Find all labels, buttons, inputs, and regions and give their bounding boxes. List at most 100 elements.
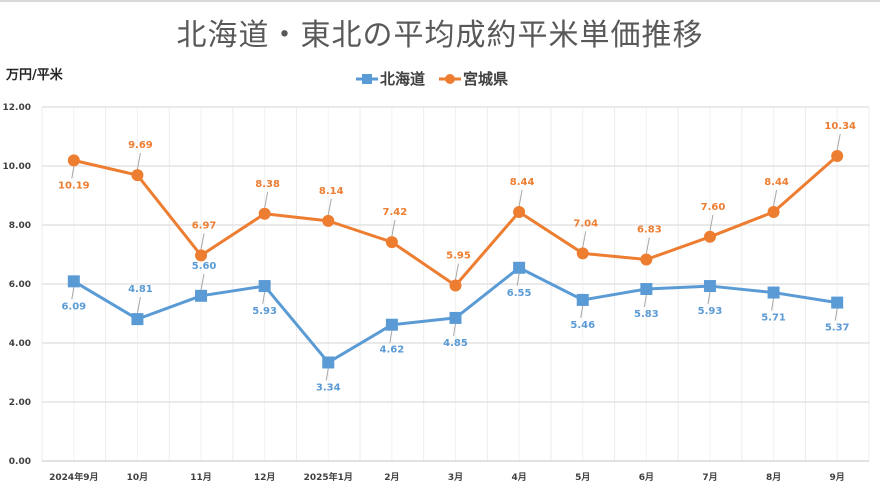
- leader-line: [580, 305, 584, 319]
- data-label: 9.69: [128, 140, 153, 151]
- data-label: 5.95: [446, 250, 471, 261]
- data-label: 8.44: [764, 177, 789, 188]
- leader-line: [136, 297, 141, 314]
- x-tick-label: 8月: [766, 472, 781, 483]
- data-point-circle: [703, 230, 716, 243]
- x-tick-label: 4月: [511, 472, 526, 483]
- x-tick-label: 2月: [384, 472, 399, 483]
- data-label: 6.83: [637, 225, 662, 236]
- leader-line: [582, 231, 587, 248]
- leader-line: [200, 273, 205, 290]
- leader-line: [71, 166, 75, 179]
- legend-item-hokkaido: 北海道: [356, 68, 425, 89]
- data-point-square: [322, 356, 335, 369]
- y-tick-label: 0.00: [9, 457, 31, 467]
- data-label: 5.83: [634, 309, 659, 320]
- data-point-circle: [449, 279, 462, 292]
- leader-line: [645, 237, 650, 254]
- data-point-circle: [385, 236, 398, 249]
- square-marker-icon: [356, 73, 378, 84]
- data-label: 6.97: [192, 220, 217, 231]
- data-label: 5.37: [825, 323, 850, 334]
- data-point-square: [67, 275, 80, 288]
- leader-line: [136, 153, 141, 170]
- y-tick-label: 2.00: [9, 398, 31, 408]
- data-point-square: [703, 280, 716, 293]
- y-tick-label: 12.00: [3, 103, 31, 113]
- leader-line: [262, 291, 266, 305]
- data-point-circle: [131, 169, 144, 182]
- y-axis-unit-label: 万円/平米: [6, 68, 63, 83]
- data-label: 4.62: [380, 345, 405, 356]
- data-label: 10.19: [58, 180, 90, 191]
- leader-line: [389, 330, 393, 343]
- data-point-circle: [767, 206, 780, 219]
- data-point-circle: [513, 206, 526, 219]
- data-label: 5.93: [252, 306, 277, 317]
- data-point-circle: [640, 253, 653, 266]
- leader-line: [834, 308, 838, 321]
- y-tick-label: 8.00: [9, 221, 31, 231]
- data-label: 7.60: [701, 202, 726, 213]
- x-tick-label: 5月: [575, 472, 590, 483]
- leader-line: [71, 287, 75, 300]
- data-label: 10.34: [824, 121, 856, 132]
- data-point-square: [513, 261, 526, 274]
- y-tick-label: 4.00: [9, 339, 31, 349]
- data-label: 8.14: [319, 186, 344, 197]
- data-point-circle: [576, 247, 589, 260]
- leader-line: [773, 189, 778, 207]
- x-tick-label: 6月: [639, 472, 654, 483]
- legend-item-miyagi: 宮城県: [439, 68, 508, 89]
- legend: 北海道 宮城県: [356, 68, 508, 89]
- y-tick-label: 6.00: [9, 280, 31, 290]
- x-tick-label: 3月: [448, 472, 463, 483]
- legend-label: 北海道: [380, 70, 426, 88]
- leader-line: [516, 273, 520, 286]
- data-point-square: [640, 283, 653, 296]
- chart-title: 北海道・東北の平均成約平米単価推移: [176, 18, 704, 53]
- leader-line: [200, 233, 205, 250]
- leader-line: [264, 191, 269, 208]
- data-label: 5.46: [570, 320, 595, 331]
- leader-line: [518, 189, 523, 207]
- data-label: 6.09: [61, 301, 86, 312]
- leader-line: [327, 198, 332, 215]
- leader-line: [455, 263, 459, 280]
- data-label: 5.60: [192, 261, 217, 272]
- data-label: 3.34: [316, 382, 341, 393]
- y-tick-label: 10.00: [3, 162, 31, 172]
- data-point-circle: [831, 149, 844, 162]
- data-label: 4.81: [128, 284, 153, 295]
- legend-label: 宮城県: [463, 70, 509, 88]
- data-label: 4.85: [443, 338, 468, 349]
- data-point-circle: [258, 207, 271, 220]
- leader-line: [771, 298, 775, 311]
- circle-marker-icon: [439, 73, 462, 84]
- x-tick-label: 7月: [702, 472, 717, 483]
- data-point-circle: [322, 214, 335, 227]
- x-tick-label: 12月: [254, 472, 276, 483]
- data-label: 8.38: [255, 179, 280, 190]
- top-border: [0, 0, 880, 2]
- data-point-square: [385, 318, 398, 331]
- leader-line: [707, 291, 711, 305]
- data-point-square: [767, 286, 780, 299]
- data-label: 7.04: [573, 218, 598, 229]
- data-point-square: [258, 280, 271, 293]
- data-label: 7.42: [383, 207, 408, 218]
- data-point-square: [131, 313, 144, 326]
- leader-line: [836, 133, 841, 151]
- leader-line: [325, 368, 329, 381]
- x-tick-label: 11月: [190, 472, 212, 483]
- leader-line: [391, 220, 396, 237]
- data-label: 5.93: [698, 306, 723, 317]
- x-tick-label: 9月: [830, 472, 845, 483]
- leader-line: [643, 294, 647, 308]
- data-point-circle: [195, 249, 208, 262]
- x-tick-label: 2024年9月: [49, 471, 98, 483]
- data-point-square: [576, 293, 589, 306]
- x-tick-label: 2025年1月: [304, 471, 353, 483]
- x-tick-label: 10月: [127, 472, 149, 483]
